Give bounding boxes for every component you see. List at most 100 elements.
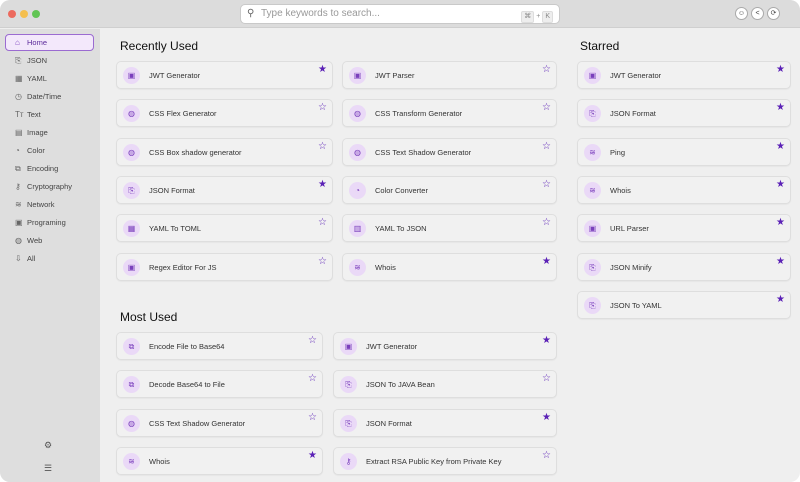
star-outline-icon[interactable]: ☆ bbox=[318, 255, 327, 267]
tool-icon: ≋ bbox=[349, 258, 366, 276]
tool-label: Whois bbox=[610, 185, 631, 195]
star-filled-icon[interactable]: ★ bbox=[776, 140, 785, 152]
tool-card[interactable]: ⎘ JSON Format ★ bbox=[116, 175, 333, 204]
star-outline-icon[interactable]: ☆ bbox=[542, 102, 551, 114]
sidebar-item-image[interactable]: ▤ Image bbox=[5, 124, 94, 141]
tool-card[interactable]: ▣ URL Parser ★ bbox=[577, 214, 791, 243]
star-filled-icon[interactable]: ★ bbox=[776, 178, 785, 190]
tool-card[interactable]: ◍ CSS Text Shadow Generator ☆ bbox=[342, 137, 557, 166]
sidebar-item-web[interactable]: ◍ Web bbox=[5, 232, 94, 249]
star-filled-icon[interactable]: ★ bbox=[776, 293, 785, 305]
star-outline-icon[interactable]: ☆ bbox=[318, 102, 327, 114]
sidebar-item-label: All bbox=[27, 254, 36, 263]
tool-card[interactable]: ◍ CSS Flex Generator ☆ bbox=[116, 99, 333, 128]
tool-card[interactable]: ◍ CSS Box shadow generator ☆ bbox=[116, 137, 333, 166]
tool-card[interactable]: ▣ Regex Editor For JS ☆ bbox=[116, 252, 333, 281]
tool-card[interactable]: ▣ JWT Generator ★ bbox=[577, 61, 791, 89]
text-icon: Tт bbox=[15, 110, 24, 119]
tool-card[interactable]: ◍ CSS Transform Generator ☆ bbox=[342, 99, 557, 128]
key-icon: ⚷ bbox=[15, 182, 21, 191]
tool-card[interactable]: ▣ JWT Parser ☆ bbox=[342, 61, 557, 89]
star-outline-icon[interactable]: ☆ bbox=[542, 140, 551, 152]
tool-card[interactable]: ▣ JWT Generator ★ bbox=[116, 61, 333, 89]
star-outline-icon[interactable]: ☆ bbox=[542, 449, 551, 461]
tool-card[interactable]: ⎘ JSON To JAVA Bean ☆ bbox=[333, 370, 557, 399]
zoom-window-button[interactable] bbox=[32, 10, 40, 18]
star-outline-icon[interactable]: ☆ bbox=[318, 217, 327, 229]
star-filled-icon[interactable]: ★ bbox=[308, 449, 317, 461]
tool-card[interactable]: ≋ Whois ★ bbox=[342, 252, 557, 281]
star-outline-icon[interactable]: ☆ bbox=[542, 178, 551, 190]
palette-icon: ◔ bbox=[15, 146, 20, 155]
tool-icon: ◍ bbox=[123, 414, 140, 432]
sidebar-item-datetime[interactable]: ◷ Date/Time bbox=[5, 88, 94, 105]
star-outline-icon[interactable]: ☆ bbox=[542, 64, 551, 75]
star-outline-icon[interactable]: ☆ bbox=[542, 373, 551, 385]
tool-icon: ⎘ bbox=[340, 414, 357, 432]
feedback-button[interactable]: ☺ bbox=[735, 7, 748, 20]
star-filled-icon[interactable]: ★ bbox=[776, 102, 785, 114]
tool-card[interactable]: ▥ YAML To JSON ☆ bbox=[342, 214, 557, 243]
star-filled-icon[interactable]: ★ bbox=[542, 411, 551, 423]
sidebar-item-network[interactable]: ≋ Network bbox=[5, 196, 94, 213]
tool-card[interactable]: ▦ YAML To TOML ☆ bbox=[116, 214, 333, 243]
sidebar-item-text[interactable]: Tт Text bbox=[5, 106, 94, 123]
star-filled-icon[interactable]: ★ bbox=[318, 64, 327, 75]
sidebar-item-programing[interactable]: ▣ Programing bbox=[5, 214, 94, 231]
tool-label: Decode Base64 to File bbox=[149, 380, 225, 390]
star-outline-icon[interactable]: ☆ bbox=[308, 411, 317, 423]
tool-icon: ▣ bbox=[340, 338, 357, 355]
sidebar-item-cryptography[interactable]: ⚷ Cryptography bbox=[5, 178, 94, 195]
tool-card[interactable]: ⧉ Encode File to Base64 ☆ bbox=[116, 332, 323, 360]
terminal-icon: ▣ bbox=[15, 218, 23, 227]
tool-icon: ⎘ bbox=[123, 181, 140, 199]
tool-card[interactable]: ◔ Color Converter ☆ bbox=[342, 175, 557, 204]
minimize-window-button[interactable] bbox=[20, 10, 28, 18]
sidebar-item-encoding[interactable]: ⧉ Encoding bbox=[5, 160, 94, 177]
gear-icon: ⚙ bbox=[44, 440, 53, 450]
star-outline-icon[interactable]: ☆ bbox=[542, 217, 551, 229]
tool-label: CSS Box shadow generator bbox=[149, 147, 242, 157]
tool-card[interactable]: ⎘ JSON Minify ★ bbox=[577, 252, 791, 281]
sidebar-item-json[interactable]: ⎘ JSON bbox=[5, 52, 94, 69]
tool-card[interactable]: ≋ Whois ★ bbox=[116, 446, 323, 475]
settings-button[interactable]: ⟳ bbox=[767, 7, 780, 20]
menu-button[interactable]: ☰ bbox=[44, 463, 52, 474]
tool-card[interactable]: ≋ Whois ★ bbox=[577, 175, 791, 204]
star-filled-icon[interactable]: ★ bbox=[542, 255, 551, 267]
star-outline-icon[interactable]: ☆ bbox=[308, 373, 317, 385]
star-outline-icon[interactable]: ☆ bbox=[308, 335, 317, 346]
tool-icon: ▣ bbox=[123, 258, 140, 276]
star-filled-icon[interactable]: ★ bbox=[776, 217, 785, 229]
sidebar-item-all[interactable]: ⇩ All bbox=[5, 250, 94, 267]
tool-card[interactable]: ≋ Ping ★ bbox=[577, 137, 791, 166]
sidebar-item-yaml[interactable]: ▦ YAML bbox=[5, 70, 94, 87]
tool-label: Whois bbox=[149, 456, 170, 466]
sidebar-item-color[interactable]: ◔ Color bbox=[5, 142, 94, 159]
tool-card[interactable]: ⎘ JSON Format ★ bbox=[333, 408, 557, 437]
star-filled-icon[interactable]: ★ bbox=[776, 64, 785, 75]
tool-card[interactable]: ⎘ JSON To YAML ★ bbox=[577, 290, 791, 319]
tool-label: CSS Text Shadow Generator bbox=[375, 147, 472, 157]
gear-button[interactable]: ⚙ bbox=[44, 440, 52, 451]
share-button[interactable]: < bbox=[751, 7, 764, 20]
star-outline-icon[interactable]: ☆ bbox=[318, 140, 327, 152]
tool-label: JSON Minify bbox=[610, 262, 652, 272]
tool-card[interactable]: ⎘ JSON Format ★ bbox=[577, 99, 791, 128]
star-filled-icon[interactable]: ★ bbox=[776, 255, 785, 267]
tool-card[interactable]: ⧉ Decode Base64 to File ☆ bbox=[116, 370, 323, 399]
star-filled-icon[interactable]: ★ bbox=[318, 178, 327, 190]
search-input[interactable]: ⚲ Type keywords to search... ⌘ + K bbox=[240, 4, 560, 24]
tool-card[interactable]: ▣ JWT Generator ★ bbox=[333, 332, 557, 360]
tool-icon: ⧉ bbox=[123, 376, 140, 394]
sidebar: ⌂ Home ⎘ JSON ▦ YAML ◷ Date/Time Tт Text ▤ Image ◔ Co… bbox=[0, 29, 100, 482]
sidebar-item-home[interactable]: ⌂ Home bbox=[5, 34, 94, 51]
close-window-button[interactable] bbox=[8, 10, 16, 18]
tool-icon: ▣ bbox=[349, 67, 366, 84]
sidebar-item-label: Encoding bbox=[27, 164, 59, 173]
tool-card[interactable]: ◍ CSS Text Shadow Generator ☆ bbox=[116, 408, 323, 437]
star-filled-icon[interactable]: ★ bbox=[542, 335, 551, 346]
tool-card[interactable]: ⚷ Extract RSA Public Key from Private Key… bbox=[333, 446, 557, 475]
sidebar-item-label: Text bbox=[27, 110, 41, 119]
tool-icon: ◍ bbox=[123, 105, 140, 123]
